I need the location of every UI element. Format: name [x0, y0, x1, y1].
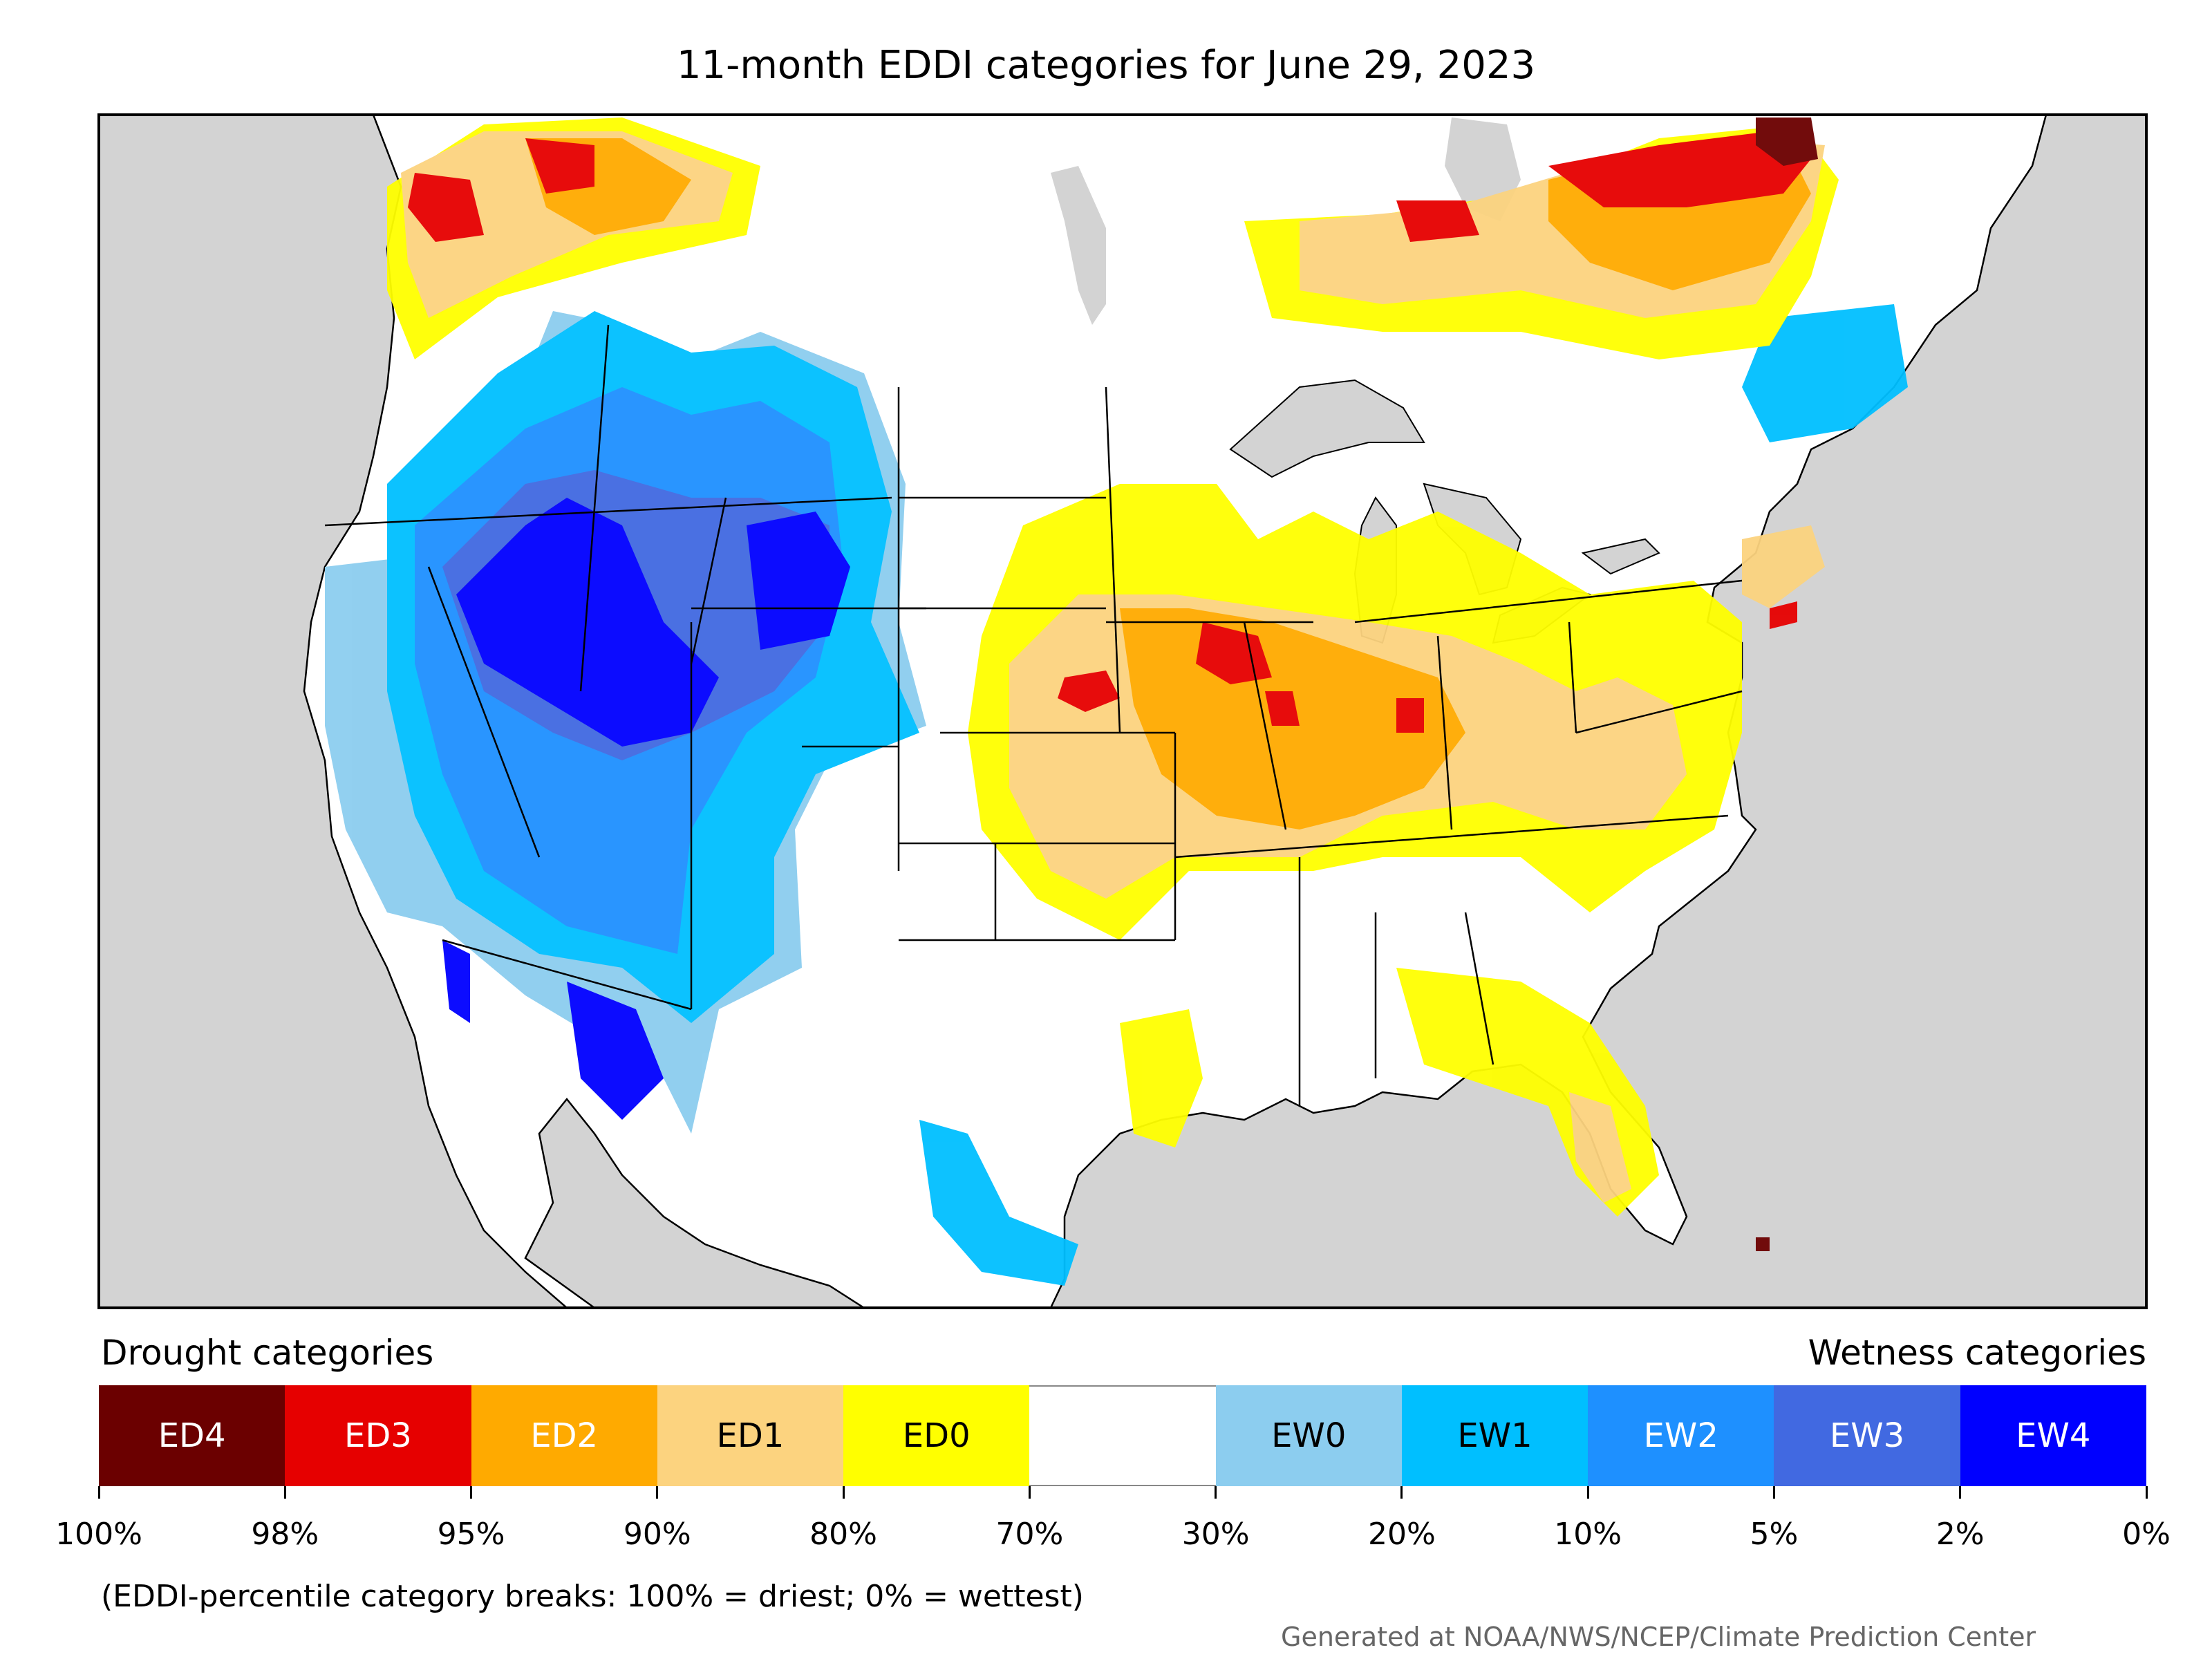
legend-tick-label: 70% [995, 1517, 1064, 1552]
legend-tick [656, 1486, 659, 1499]
area-ed3-bc [408, 173, 484, 242]
category-areas [325, 118, 1908, 1286]
legend-tick [283, 1486, 286, 1499]
area-ed3-kansas [1058, 671, 1120, 712]
lake-ontario [1581, 538, 1660, 575]
legend-tick-label: 98% [251, 1517, 319, 1552]
area-ed1-florida [1569, 1092, 1631, 1203]
area-ed0-south [1120, 1009, 1203, 1147]
area-ed3-illinois [1265, 691, 1300, 726]
area-ed3-indiana [1396, 698, 1424, 733]
map-frame [97, 113, 2148, 1309]
legend-swatch-ew2: EW2 [1588, 1385, 1774, 1486]
legend-swatch-ed2: ED2 [471, 1385, 657, 1486]
area-ed4-quebec [1756, 118, 1818, 166]
legend-swatch-ed3: ED3 [285, 1385, 471, 1486]
legend-swatch-ed1: ED1 [657, 1385, 844, 1486]
area-ew4-wyoming [747, 512, 850, 650]
lake-superior [1229, 379, 1425, 478]
legend-tick-label: 20% [1368, 1517, 1436, 1552]
legend-tick-label: 10% [1554, 1517, 1622, 1552]
drought-categories-label: Drought categories [101, 1333, 434, 1373]
legend-tick [1400, 1486, 1403, 1499]
legend-tick-label: 95% [437, 1517, 505, 1552]
credit-text: Generated at NOAA/NWS/NCEP/Climate Predi… [1281, 1622, 2036, 1652]
area-ed3-ontario [1396, 200, 1479, 242]
legend-swatch-ew4: EW4 [1960, 1385, 2146, 1486]
legend-tick [470, 1486, 473, 1499]
category-note: (EDDI-percentile category breaks: 100% =… [101, 1579, 1084, 1614]
legend-tick-label: 30% [1181, 1517, 1250, 1552]
state-borders [324, 324, 1743, 1106]
area-ew4-west [456, 498, 719, 747]
area-ed3-quebec [1548, 131, 1811, 207]
legend-swatch-ew0: EW0 [1215, 1385, 1402, 1486]
legend-tick [1215, 1486, 1217, 1499]
legend-tick [2145, 1486, 2148, 1499]
area-ed1-ne [1742, 525, 1825, 608]
area-ed4-bahamas [1756, 1237, 1770, 1251]
legend-tick [97, 1486, 100, 1499]
area-ed3-alberta [525, 138, 594, 194]
legend-tick-label: 80% [809, 1517, 877, 1552]
wetness-categories-label: Wetness categories [1808, 1333, 2146, 1373]
legend-tick-label: 0% [2122, 1517, 2171, 1552]
legend-tick [842, 1486, 845, 1499]
legend-tick [1028, 1486, 1031, 1499]
map-title: 11-month EDDI categories for June 29, 20… [676, 43, 1536, 88]
area-ed3-nyc [1770, 601, 1797, 629]
legend-swatch-ed0: ED0 [843, 1385, 1030, 1486]
legend-tick-label: 2% [1936, 1517, 1985, 1552]
legend-tick [1959, 1486, 1962, 1499]
area-ew4-baja [442, 940, 470, 1023]
area-ew1-texas [919, 1120, 1078, 1286]
area-ew1-northeast [1742, 304, 1908, 442]
legend-swatch-none [1029, 1385, 1216, 1486]
legend-tick [1772, 1486, 1775, 1499]
area-ew4-arizona [567, 982, 664, 1120]
legend-colorbar: ED4 ED3 ED2 ED1 ED0 EW0 EW1 EW2 EW3 EW4 [99, 1385, 2146, 1486]
legend-tick-label: 5% [1750, 1517, 1799, 1552]
legend-swatch-ed4: ED4 [99, 1385, 285, 1486]
legend-swatch-ew3: EW3 [1774, 1385, 1960, 1486]
legend-tick [1586, 1486, 1589, 1499]
legend-tick-label: 100% [55, 1517, 142, 1552]
legend-tick-label: 90% [623, 1517, 691, 1552]
legend-swatch-ew1: EW1 [1401, 1385, 1588, 1486]
lake-winnipeg [1051, 166, 1106, 325]
